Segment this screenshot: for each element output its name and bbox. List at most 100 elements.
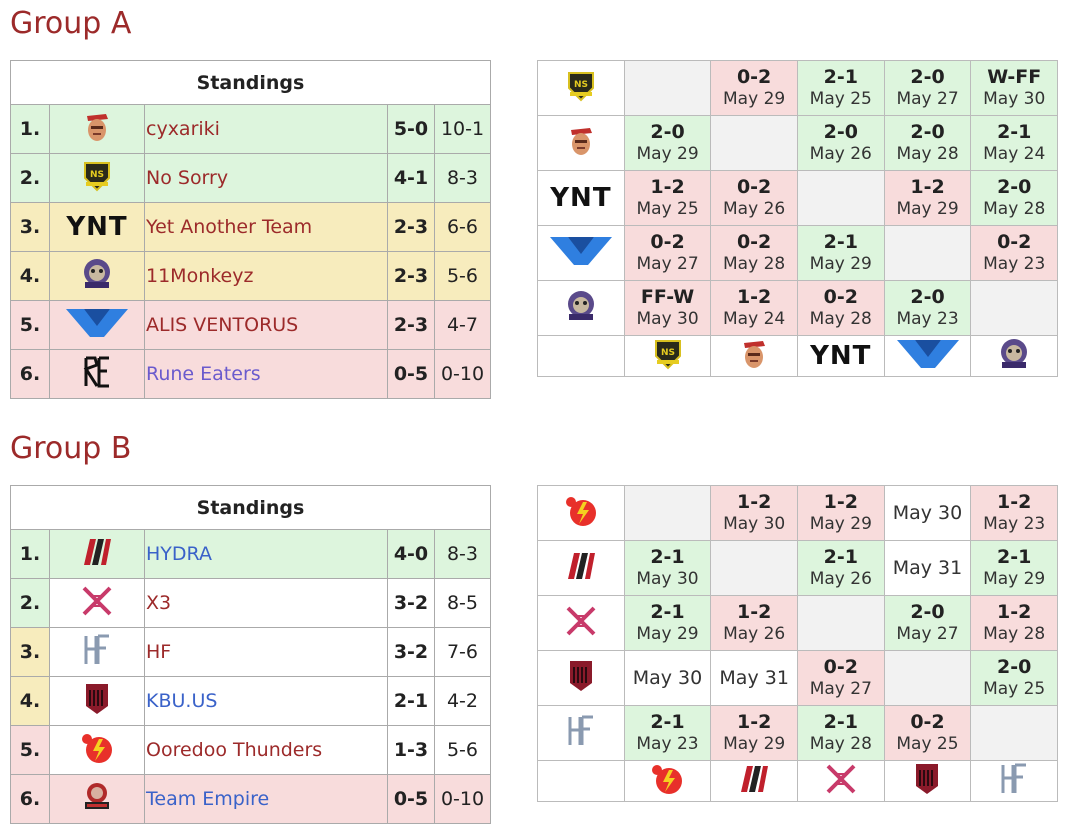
alis-ventorus-logo-icon bbox=[895, 337, 961, 371]
standings-header: Standings bbox=[10, 60, 491, 105]
match-cell: May 30 bbox=[623, 650, 712, 706]
matrix-row-team bbox=[537, 115, 625, 171]
match-cell: 2-1 May 28 bbox=[797, 705, 885, 761]
team-link[interactable]: KBU.US bbox=[144, 676, 388, 726]
ooredoo-logo-icon bbox=[563, 494, 599, 528]
match-date: May 28 bbox=[983, 624, 1046, 644]
match-result: 2-0 bbox=[910, 286, 945, 308]
team-name[interactable]: HYDRA bbox=[146, 543, 212, 565]
team-name[interactable]: X3 bbox=[146, 592, 172, 614]
matrix-row: 2-1 May 29 1-2 May 26 2-0 May 27 1-2 May 28 bbox=[537, 595, 1058, 651]
table-row: 4. KBU.US 2-1 4-2 bbox=[10, 676, 491, 726]
matrix-col-team bbox=[710, 335, 798, 377]
match-result: 0-2 bbox=[736, 66, 772, 88]
rank-cell: 4. bbox=[10, 251, 50, 301]
matrix-row-team bbox=[537, 595, 625, 651]
team-link[interactable]: HYDRA bbox=[144, 529, 388, 579]
match-date: May 28 bbox=[809, 309, 872, 329]
rank-cell: 6. bbox=[10, 349, 50, 399]
matrix-col-team bbox=[883, 760, 972, 802]
rank-cell: 5. bbox=[10, 300, 50, 350]
matrix-col-team: NS bbox=[623, 335, 712, 377]
match-cell: 0-2 May 27 bbox=[797, 650, 885, 706]
match-result: 1-2 bbox=[823, 491, 858, 513]
match-date: May 29 bbox=[636, 624, 699, 644]
match-date: May 29 bbox=[896, 199, 959, 219]
kbu-logo-icon bbox=[568, 659, 594, 693]
team-name[interactable]: KBU.US bbox=[146, 690, 218, 712]
team-name[interactable]: cyxariki bbox=[146, 118, 220, 140]
match-result: 2-1 bbox=[823, 711, 858, 733]
rune-eaters-logo-icon bbox=[49, 349, 145, 399]
team-link[interactable]: Team Empire bbox=[144, 774, 388, 824]
match-date: May 25 bbox=[636, 199, 699, 219]
table-row: 5. Ooredoo Thunders 1-3 5-6 bbox=[10, 725, 491, 775]
match-date: May 29 bbox=[723, 89, 786, 109]
team-name[interactable]: Team Empire bbox=[146, 788, 270, 810]
team-link[interactable]: HF bbox=[144, 627, 388, 677]
matrix-col-team bbox=[970, 335, 1058, 377]
match-cell bbox=[623, 485, 712, 541]
rank-cell: 1. bbox=[10, 529, 50, 579]
team-link[interactable]: 11Monkeyz bbox=[144, 251, 388, 301]
match-cell: May 31 bbox=[883, 540, 972, 596]
matrix-row-team bbox=[537, 225, 625, 281]
matrix-footer-row: NS YNT bbox=[537, 335, 1058, 377]
team-link[interactable]: ALIS VENTORUS bbox=[144, 300, 388, 350]
team-name[interactable]: 11Monkeyz bbox=[146, 265, 254, 287]
match-result: 2-1 bbox=[650, 601, 685, 623]
match-cell: 2-1 May 23 bbox=[623, 705, 712, 761]
match-cell bbox=[623, 60, 712, 116]
matrix-row-team: NS bbox=[537, 60, 625, 116]
game-score: 4-7 bbox=[434, 300, 491, 350]
kbu-logo-icon bbox=[49, 676, 145, 726]
cyxariki-logo-icon bbox=[739, 337, 769, 371]
svg-text:NS: NS bbox=[90, 170, 104, 180]
match-cell bbox=[883, 650, 972, 706]
team-link[interactable]: Ooredoo Thunders bbox=[144, 725, 388, 775]
match-date: May 25 bbox=[809, 89, 872, 109]
match-result: 0-2 bbox=[997, 231, 1032, 253]
match-cell: 2-0 May 25 bbox=[970, 650, 1058, 706]
team-name[interactable]: No Sorry bbox=[146, 167, 229, 189]
game-score: 10-1 bbox=[434, 104, 491, 154]
team-link[interactable]: No Sorry bbox=[144, 153, 388, 203]
table-row: 1. cyxariki 5-0 10-1 bbox=[10, 104, 491, 154]
match-result: 2-0 bbox=[650, 121, 685, 143]
table-row: 2. X3 3-2 8-5 bbox=[10, 578, 491, 628]
team-link[interactable]: cyxariki bbox=[144, 104, 388, 154]
rank-cell: 4. bbox=[10, 676, 50, 726]
kbu-logo-icon bbox=[914, 762, 940, 796]
match-cell: 2-1 May 26 bbox=[797, 540, 885, 596]
team-name[interactable]: Ooredoo Thunders bbox=[146, 739, 323, 761]
match-date: May 23 bbox=[896, 309, 959, 329]
table-row: 4. 11Monkeyz 2-3 5-6 bbox=[10, 251, 491, 301]
match-cell: 2-1 May 25 bbox=[796, 60, 885, 116]
team-link[interactable]: Rune Eaters bbox=[144, 349, 388, 399]
match-cell: W-FF May 30 bbox=[970, 60, 1058, 116]
match-score: 0-5 bbox=[387, 774, 435, 824]
match-score: 4-1 bbox=[387, 153, 435, 203]
table-row: 6. Rune Eaters 0-5 0-10 bbox=[10, 349, 491, 399]
match-result: 0-2 bbox=[736, 231, 772, 253]
group-a-title: Group A bbox=[10, 6, 132, 41]
match-date: May 31 bbox=[892, 557, 963, 579]
table-row: 2. NS No Sorry 4-1 8-3 bbox=[10, 153, 491, 203]
team-name[interactable]: HF bbox=[146, 641, 172, 663]
match-date: May 26 bbox=[809, 569, 872, 589]
match-result: 0-2 bbox=[823, 286, 858, 308]
match-cell: 2-1 May 24 bbox=[970, 115, 1058, 171]
match-result: 2-1 bbox=[823, 546, 858, 568]
team-name[interactable]: ALIS VENTORUS bbox=[146, 314, 299, 336]
match-date: May 27 bbox=[896, 89, 959, 109]
team-name[interactable]: Yet Another Team bbox=[146, 216, 313, 238]
game-score: 0-10 bbox=[434, 349, 491, 399]
match-cell: 2-0 May 23 bbox=[883, 280, 972, 336]
team-name[interactable]: Rune Eaters bbox=[146, 363, 261, 385]
match-date: May 28 bbox=[983, 199, 1046, 219]
monkeyz-logo-icon bbox=[49, 251, 145, 301]
match-date: May 26 bbox=[809, 144, 872, 164]
team-link[interactable]: X3 bbox=[144, 578, 388, 628]
team-link[interactable]: Yet Another Team bbox=[144, 202, 388, 252]
x3-logo-icon bbox=[564, 604, 598, 638]
